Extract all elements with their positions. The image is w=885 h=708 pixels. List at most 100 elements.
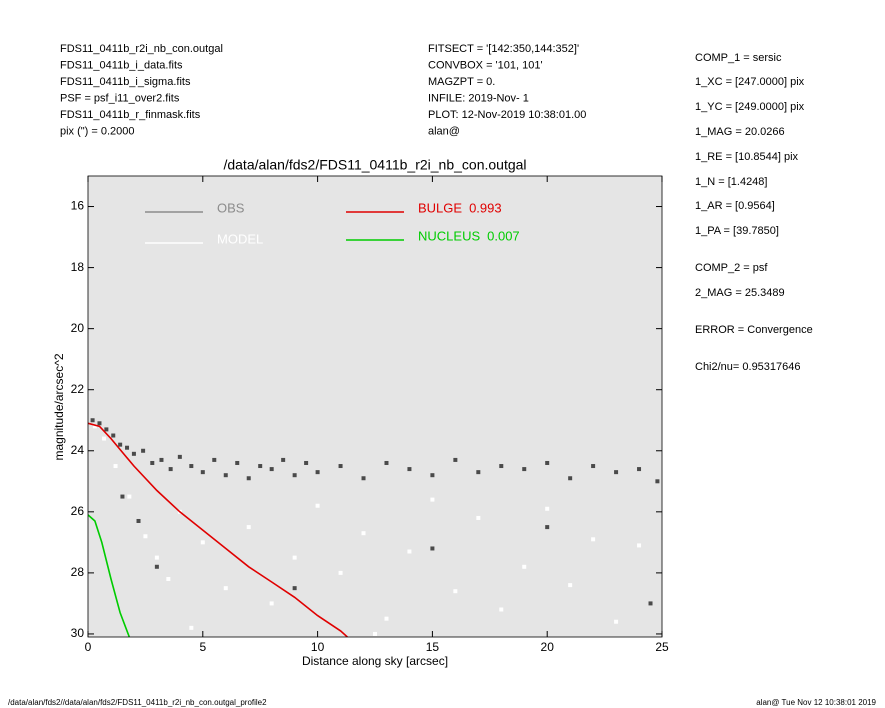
x-tick-label: 25 [655, 640, 669, 654]
data-point [499, 464, 504, 469]
data-point [118, 442, 123, 447]
header-line: FDS11_0411b_i_sigma.fits [60, 76, 191, 88]
legend-fraction: 0.993 [469, 200, 502, 215]
footer-date: alan@ Tue Nov 12 10:38:01 2019 [756, 698, 876, 707]
data-point [269, 601, 274, 606]
data-point [361, 476, 366, 481]
data-point [113, 464, 118, 469]
data-point [384, 616, 389, 621]
data-point [104, 427, 109, 432]
data-point [304, 460, 309, 465]
fit-parameter: Chi2/nu= 0.95317646 [695, 361, 801, 373]
data-point [568, 476, 573, 481]
data-point [614, 470, 619, 475]
data-point [120, 494, 125, 499]
data-point [177, 454, 182, 459]
data-point [545, 506, 550, 511]
header-line: FDS11_0411b_i_data.fits [60, 59, 183, 71]
data-point [136, 518, 141, 523]
data-point [476, 515, 481, 520]
fit-parameter: 1_AR = [0.9564] [695, 200, 775, 212]
data-point [125, 445, 130, 450]
x-tick-label: 20 [541, 640, 555, 654]
data-point [430, 546, 435, 551]
fit-parameter: 2_MAG = 25.3489 [695, 287, 785, 299]
y-tick-label: 20 [71, 321, 85, 335]
data-point [281, 457, 286, 462]
data-point [315, 503, 320, 508]
chart-title: /data/alan/fds2/FDS11_0411b_r2i_nb_con.o… [223, 157, 526, 173]
data-point [141, 448, 146, 453]
data-point [648, 601, 653, 606]
data-point [637, 543, 642, 548]
data-point [90, 418, 95, 423]
data-point [292, 555, 297, 560]
fit-parameter: 1_N = [1.4248] [695, 176, 767, 188]
data-point [338, 570, 343, 575]
data-point [407, 549, 412, 554]
data-point [223, 586, 228, 591]
header-line: FITSECT = '[142:350,144:352]' [428, 43, 579, 55]
data-point [127, 494, 132, 499]
data-point [338, 464, 343, 469]
data-point [292, 473, 297, 478]
x-axis-label: Distance along sky [arcsec] [302, 654, 448, 668]
data-point [476, 470, 481, 475]
plot-area [88, 176, 662, 637]
data-point [453, 457, 458, 462]
data-point [315, 470, 320, 475]
x-tick-label: 10 [311, 640, 325, 654]
data-point [591, 464, 596, 469]
legend-label: OBS [217, 200, 245, 215]
data-point [430, 473, 435, 478]
data-point [453, 589, 458, 594]
data-point [189, 464, 194, 469]
data-point [361, 531, 366, 536]
data-point [200, 540, 205, 545]
y-axis-label: magnitude/arcsec^2 [52, 353, 66, 460]
data-point [499, 607, 504, 612]
data-point [430, 497, 435, 502]
model-line [88, 422, 348, 637]
fit-parameter: ERROR = Convergence [695, 324, 813, 336]
fit-parameter: 1_MAG = 20.0266 [695, 126, 785, 138]
legend-label: MODEL [217, 231, 263, 246]
data-point [246, 525, 251, 530]
data-point [159, 457, 164, 462]
data-point [269, 467, 274, 472]
fit-parameter: COMP_2 = psf [695, 262, 768, 274]
data-point [522, 564, 527, 569]
header-line: PLOT: 12-Nov-2019 10:38:01.00 [428, 109, 586, 121]
x-tick-label: 0 [85, 640, 92, 654]
header-line: CONVBOX = '101, 101' [428, 59, 543, 71]
fit-parameter: 1_YC = [249.0000] pix [695, 101, 805, 113]
data-point [384, 460, 389, 465]
data-point [154, 564, 159, 569]
data-point [407, 467, 412, 472]
data-point [189, 625, 194, 630]
header-line: INFILE: 2019-Nov- 1 [428, 92, 529, 104]
data-point [568, 583, 573, 588]
data-point [246, 476, 251, 481]
data-point [97, 421, 102, 426]
data-point [545, 460, 550, 465]
data-point [655, 479, 660, 484]
data-point [545, 525, 550, 530]
legend-fraction: 0.007 [487, 228, 520, 243]
data-point [614, 619, 619, 624]
data-point [131, 451, 136, 456]
data-point [168, 467, 173, 472]
header-line: FDS11_0411b_r2i_nb_con.outgal [60, 43, 223, 55]
data-point [235, 460, 240, 465]
legend-label: BULGE [418, 200, 462, 215]
fit-parameter: 1_XC = [247.0000] pix [695, 76, 805, 88]
y-tick-label: 28 [71, 565, 85, 579]
model-line [88, 514, 131, 637]
x-tick-label: 5 [199, 640, 206, 654]
fit-parameter: 1_RE = [10.8544] pix [695, 151, 799, 163]
data-point [102, 436, 107, 441]
data-point [292, 586, 297, 591]
data-point [212, 457, 217, 462]
y-tick-label: 16 [71, 199, 85, 213]
